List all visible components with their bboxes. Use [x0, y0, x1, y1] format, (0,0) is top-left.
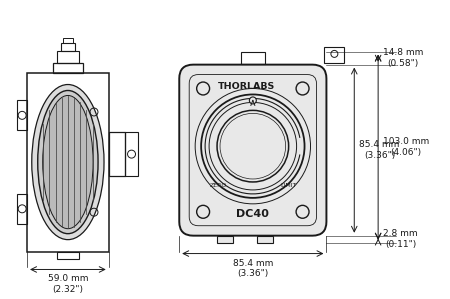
Bar — [217, 236, 233, 242]
Bar — [257, 236, 273, 242]
Text: 2.8 mm
(0.11"): 2.8 mm (0.11") — [383, 229, 418, 249]
Ellipse shape — [43, 95, 93, 229]
Ellipse shape — [38, 91, 98, 234]
Text: 59.0 mm
(2.32"): 59.0 mm (2.32") — [48, 274, 88, 294]
Text: LIMIT: LIMIT — [280, 184, 297, 188]
Circle shape — [249, 97, 256, 104]
Bar — [241, 52, 265, 64]
Text: DC40: DC40 — [236, 209, 269, 219]
Bar — [17, 100, 27, 130]
Text: 103.0 mm
(4.06"): 103.0 mm (4.06") — [383, 138, 429, 157]
Bar — [27, 73, 108, 251]
Bar — [125, 132, 139, 176]
Ellipse shape — [32, 85, 104, 239]
Bar — [57, 51, 79, 63]
Bar — [324, 47, 344, 63]
Bar — [57, 251, 79, 259]
Text: 85.4 mm
(3.36"): 85.4 mm (3.36") — [359, 141, 400, 160]
Bar — [63, 38, 73, 43]
Text: THORLABS: THORLABS — [218, 82, 275, 91]
Text: 14.8 mm
(0.58"): 14.8 mm (0.58") — [383, 48, 423, 68]
Bar — [17, 194, 27, 224]
FancyBboxPatch shape — [179, 65, 326, 236]
Text: 85.4 mm
(3.36"): 85.4 mm (3.36") — [233, 259, 273, 278]
Text: ZERO: ZERO — [209, 184, 227, 188]
Bar — [61, 43, 75, 51]
Bar — [108, 132, 125, 176]
Bar — [53, 63, 83, 73]
